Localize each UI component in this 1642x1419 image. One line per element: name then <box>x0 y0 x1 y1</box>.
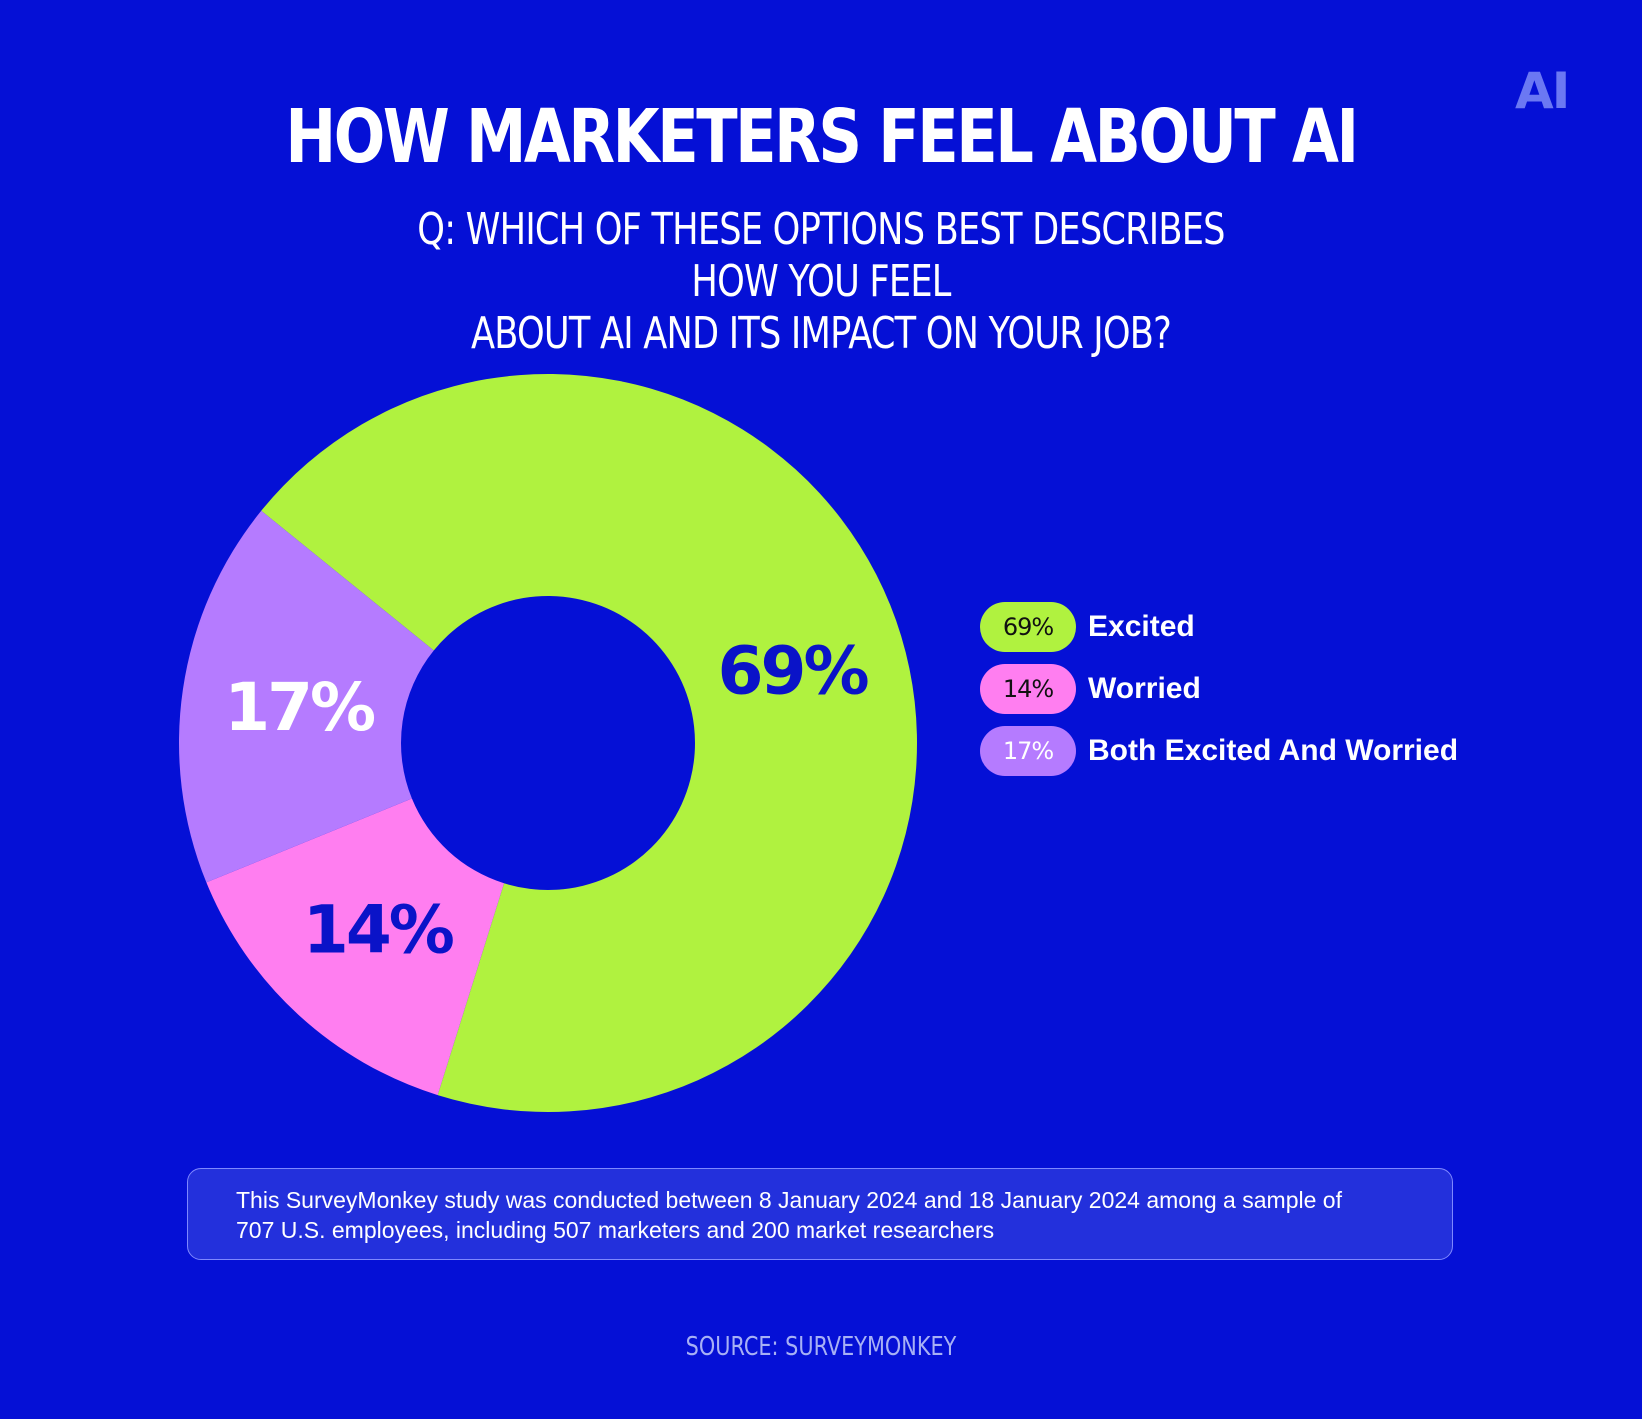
legend-item-worried: 14% Worried <box>980 664 1458 714</box>
ai-logo: AI <box>1515 62 1570 120</box>
donut-slice-excited <box>261 373 917 1112</box>
footnote-line-2: 707 U.S. employees, including 507 market… <box>236 1217 995 1243</box>
legend-value-worried: 14% <box>980 664 1076 714</box>
legend-label-excited: Excited <box>1088 610 1195 643</box>
legend-label-worried: Worried <box>1088 672 1201 705</box>
subtitle-line-1: Q: WHICH OF THESE OPTIONS BEST DESCRIBES… <box>417 204 1225 307</box>
legend-value-both: 17% <box>980 726 1076 776</box>
legend-label-both: Both Excited And Worried <box>1088 734 1459 767</box>
subtitle-line-2: ABOUT AI AND ITS IMPACT ON YOUR JOB? <box>470 308 1172 359</box>
legend-value-excited: 69% <box>980 602 1076 652</box>
source-credit: SOURCE: SURVEYMONKEY <box>685 1332 957 1362</box>
chart-legend: 69% Excited 14% Worried 17% Both Excited… <box>980 602 1458 788</box>
donut-slice-worried <box>206 798 505 1096</box>
donut-slice-both <box>179 510 434 883</box>
data-label-both: 17% <box>224 669 375 746</box>
footnote-line-1: This SurveyMonkey study was conducted be… <box>236 1187 1342 1213</box>
legend-item-both: 17% Both Excited And Worried <box>980 726 1458 776</box>
chart-subtitle: Q: WHICH OF THESE OPTIONS BEST DESCRIBES… <box>381 204 1261 360</box>
study-footnote: This SurveyMonkey study was conducted be… <box>187 1168 1453 1260</box>
legend-item-excited: 69% Excited <box>980 602 1458 652</box>
chart-title: HOW MARKETERS FEEL ABOUT AI <box>285 94 1359 180</box>
data-label-excited: 69% <box>718 632 869 709</box>
data-label-worried: 14% <box>303 891 454 968</box>
